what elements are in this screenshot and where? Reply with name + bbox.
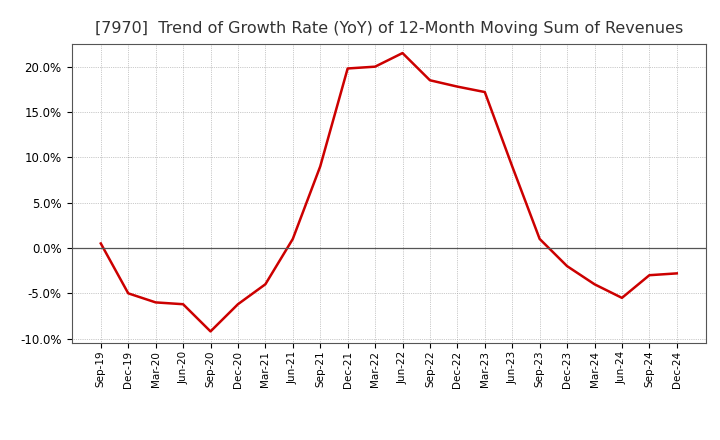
Title: [7970]  Trend of Growth Rate (YoY) of 12-Month Moving Sum of Revenues: [7970] Trend of Growth Rate (YoY) of 12-… <box>94 21 683 36</box>
